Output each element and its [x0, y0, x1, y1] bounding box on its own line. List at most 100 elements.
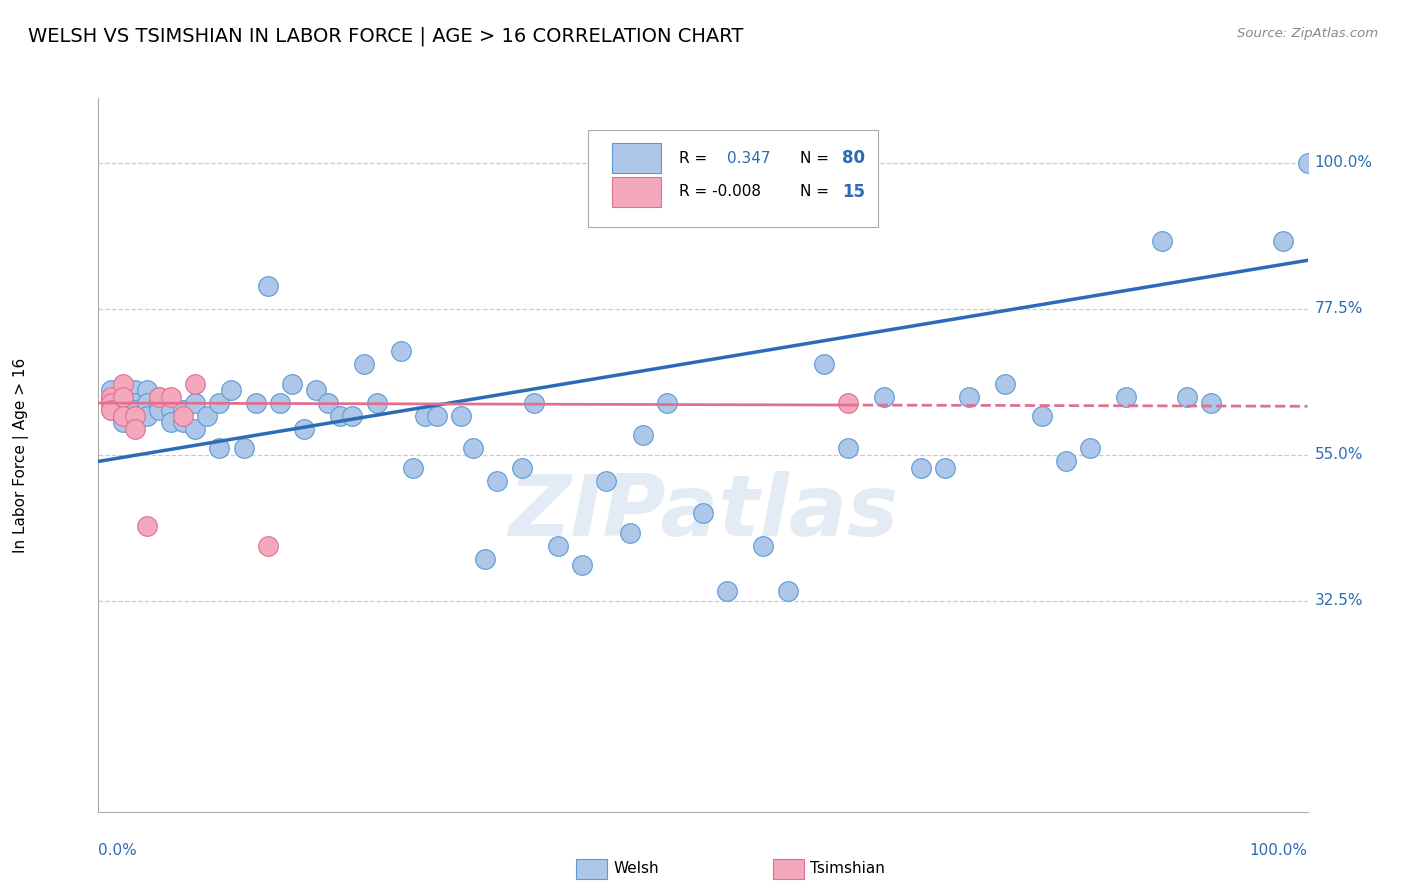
- Point: [523, 396, 546, 410]
- Point: [342, 409, 364, 423]
- Point: [716, 584, 738, 599]
- Point: [160, 416, 183, 430]
- Point: [269, 396, 291, 410]
- Point: [208, 396, 231, 410]
- FancyBboxPatch shape: [588, 130, 879, 227]
- Point: [353, 357, 375, 371]
- Point: [813, 357, 835, 371]
- Text: WELSH VS TSIMSHIAN IN LABOR FORCE | AGE > 16 CORRELATION CHART: WELSH VS TSIMSHIAN IN LABOR FORCE | AGE …: [28, 27, 744, 46]
- Point: [148, 390, 170, 404]
- Point: [413, 409, 436, 423]
- Point: [619, 525, 641, 540]
- Point: [172, 402, 194, 417]
- Point: [547, 539, 569, 553]
- FancyBboxPatch shape: [612, 177, 661, 207]
- Text: Source: ZipAtlas.com: Source: ZipAtlas.com: [1237, 27, 1378, 40]
- Text: 32.5%: 32.5%: [1315, 593, 1362, 608]
- Point: [256, 539, 278, 553]
- Point: [329, 409, 352, 423]
- Point: [1078, 442, 1101, 456]
- Point: [426, 409, 449, 423]
- Point: [1175, 390, 1198, 404]
- Point: [281, 376, 304, 391]
- Text: In Labor Force | Age > 16: In Labor Force | Age > 16: [13, 358, 30, 552]
- Point: [111, 376, 134, 391]
- Point: [1272, 234, 1295, 248]
- Point: [124, 402, 146, 417]
- Point: [655, 396, 678, 410]
- Point: [111, 402, 134, 417]
- Text: 55.0%: 55.0%: [1315, 448, 1362, 462]
- Point: [100, 390, 122, 404]
- Point: [208, 442, 231, 456]
- Point: [305, 383, 328, 397]
- Point: [195, 409, 218, 423]
- Point: [245, 396, 267, 410]
- Point: [776, 584, 799, 599]
- Point: [957, 390, 980, 404]
- Point: [402, 461, 425, 475]
- Point: [100, 396, 122, 410]
- Point: [692, 506, 714, 520]
- Point: [292, 422, 315, 436]
- Point: [148, 402, 170, 417]
- Point: [100, 390, 122, 404]
- FancyBboxPatch shape: [612, 143, 661, 173]
- Point: [184, 396, 207, 410]
- Text: N =: N =: [800, 151, 828, 166]
- Point: [100, 383, 122, 397]
- Text: 100.0%: 100.0%: [1315, 155, 1372, 170]
- Text: Welsh: Welsh: [613, 862, 658, 876]
- Point: [135, 519, 157, 533]
- Point: [160, 390, 183, 404]
- Point: [486, 474, 509, 488]
- Text: R = -0.008: R = -0.008: [679, 184, 761, 199]
- Point: [184, 422, 207, 436]
- Point: [160, 402, 183, 417]
- Point: [148, 390, 170, 404]
- Point: [124, 396, 146, 410]
- Point: [100, 390, 122, 404]
- Point: [1296, 156, 1319, 170]
- Point: [232, 442, 254, 456]
- Text: 80: 80: [842, 149, 865, 167]
- Point: [1115, 390, 1137, 404]
- Point: [631, 428, 654, 442]
- Point: [124, 422, 146, 436]
- Text: R =: R =: [679, 151, 707, 166]
- Point: [389, 344, 412, 359]
- Point: [595, 474, 617, 488]
- Text: 77.5%: 77.5%: [1315, 301, 1362, 317]
- Point: [100, 402, 122, 417]
- Point: [994, 376, 1017, 391]
- Point: [463, 442, 485, 456]
- Text: 0.347: 0.347: [727, 151, 770, 166]
- Point: [837, 442, 859, 456]
- Point: [752, 539, 775, 553]
- Point: [111, 409, 134, 423]
- Point: [1152, 234, 1174, 248]
- Text: Tsimshian: Tsimshian: [810, 862, 884, 876]
- Point: [510, 461, 533, 475]
- Point: [124, 383, 146, 397]
- Point: [111, 409, 134, 423]
- Point: [111, 390, 134, 404]
- Point: [111, 396, 134, 410]
- Point: [450, 409, 472, 423]
- Text: 100.0%: 100.0%: [1250, 843, 1308, 858]
- Point: [571, 558, 593, 573]
- Text: ZIPatlas: ZIPatlas: [508, 470, 898, 554]
- Point: [124, 416, 146, 430]
- Point: [111, 416, 134, 430]
- Point: [172, 416, 194, 430]
- Point: [474, 551, 496, 566]
- Point: [148, 396, 170, 410]
- Point: [366, 396, 388, 410]
- Point: [1031, 409, 1053, 423]
- Point: [910, 461, 932, 475]
- Point: [172, 409, 194, 423]
- Point: [934, 461, 956, 475]
- Text: N =: N =: [800, 184, 828, 199]
- Point: [135, 409, 157, 423]
- Point: [124, 409, 146, 423]
